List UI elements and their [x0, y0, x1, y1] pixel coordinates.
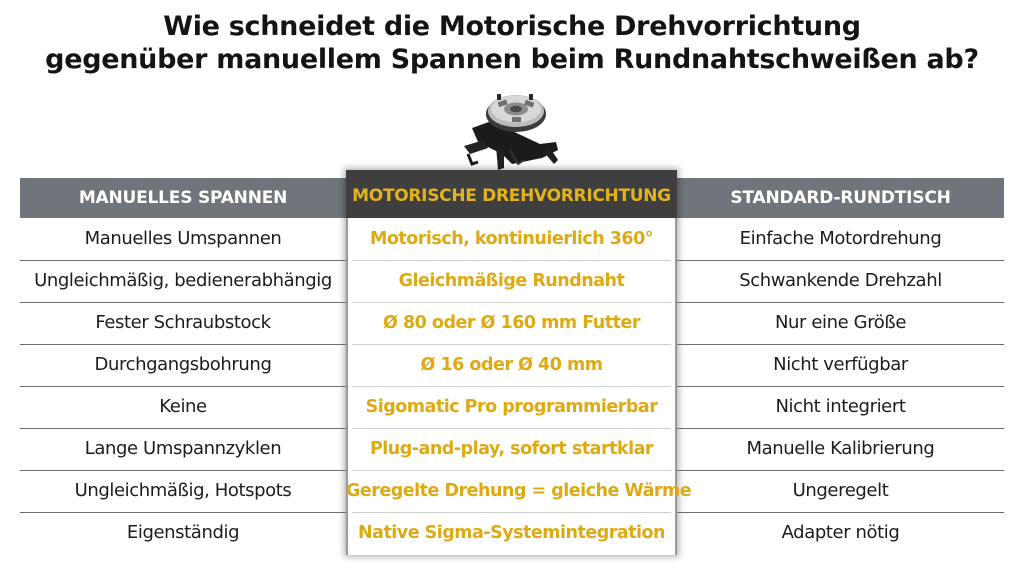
table-cell-standard: Ungeregelt: [792, 480, 889, 501]
title-line-2: gegenüber manuellem Spannen beim Rundnah…: [45, 44, 979, 75]
row-separator: [20, 386, 346, 387]
table-cell-motorized: Ø 80 oder Ø 160 mm Futter: [383, 313, 640, 333]
row-separator: [352, 470, 671, 471]
table-cell-standard: Adapter nötig: [781, 522, 900, 543]
header-standard-rotary-table: STANDARD-RUNDTISCH: [730, 188, 951, 208]
table-cell-motorized: Gleichmäßige Rundnaht: [398, 271, 625, 291]
row-separator: [20, 470, 346, 471]
row-separator: [677, 260, 1004, 261]
table-cell-standard: Einfache Motordrehung: [739, 228, 942, 249]
table-cell-manual: Ungleichmäßig, bedienerabhängig: [34, 270, 332, 291]
table-cell-manual: Fester Schraubstock: [95, 312, 271, 333]
header-manual-clamping: MANUELLES SPANNEN: [78, 188, 288, 208]
table-cell-manual: Durchgangsbohrung: [94, 354, 272, 375]
table-cell-standard: Nicht integriert: [775, 396, 906, 417]
title-line-1: Wie schneidet die Motorische Drehvorrich…: [163, 11, 861, 42]
row-separator: [352, 260, 671, 261]
table-cell-standard: Nicht verfügbar: [773, 354, 908, 375]
row-separator: [677, 470, 1004, 471]
row-separator: [20, 512, 346, 513]
page-title: Wie schneidet die Motorische Drehvorrich…: [0, 10, 1024, 76]
row-separator: [20, 344, 346, 345]
table-cell-standard: Manuelle Kalibrierung: [746, 438, 935, 459]
table-cell-manual: Keine: [159, 396, 207, 417]
row-separator: [20, 428, 346, 429]
rotary-chuck-positioner-icon: [464, 94, 558, 170]
row-separator: [352, 344, 671, 345]
row-separator: [677, 302, 1004, 303]
table-cell-manual: Lange Umspannzyklen: [84, 438, 282, 459]
table-cell-motorized: Ø 16 oder Ø 40 mm: [420, 355, 603, 375]
table-cell-motorized: Native Sigma-Systemintegration: [357, 523, 666, 543]
table-cell-manual: Eigenständig: [126, 522, 240, 543]
table-cell-motorized: Plug-and-play, sofort startklar: [369, 439, 654, 459]
row-separator: [352, 512, 671, 513]
highlight-column: [346, 170, 677, 555]
table-cell-manual: Ungleichmäßig, Hotspots: [74, 480, 292, 501]
table-cell-manual: Manuelles Umspannen: [84, 228, 282, 249]
row-separator: [352, 302, 671, 303]
table-cell-motorized: Sigomatic Pro programmierbar: [365, 397, 658, 417]
row-separator: [677, 428, 1004, 429]
table-cell-motorized: Motorisch, kontinuierlich 360°: [369, 229, 654, 249]
row-separator: [352, 386, 671, 387]
header-motorized-positioner: MOTORISCHE DREHVORRICHTUNG: [352, 186, 671, 206]
row-separator: [352, 428, 671, 429]
row-separator: [677, 344, 1004, 345]
table-cell-standard: Nur eine Größe: [774, 312, 907, 333]
table-cell-motorized: Geregelte Drehung = gleiche Wärme: [346, 481, 692, 501]
row-separator: [677, 512, 1004, 513]
row-separator: [20, 260, 346, 261]
row-separator: [677, 386, 1004, 387]
highlight-header-bg: [346, 170, 677, 218]
table-cell-standard: Schwankende Drehzahl: [739, 270, 942, 291]
row-separator: [20, 302, 346, 303]
